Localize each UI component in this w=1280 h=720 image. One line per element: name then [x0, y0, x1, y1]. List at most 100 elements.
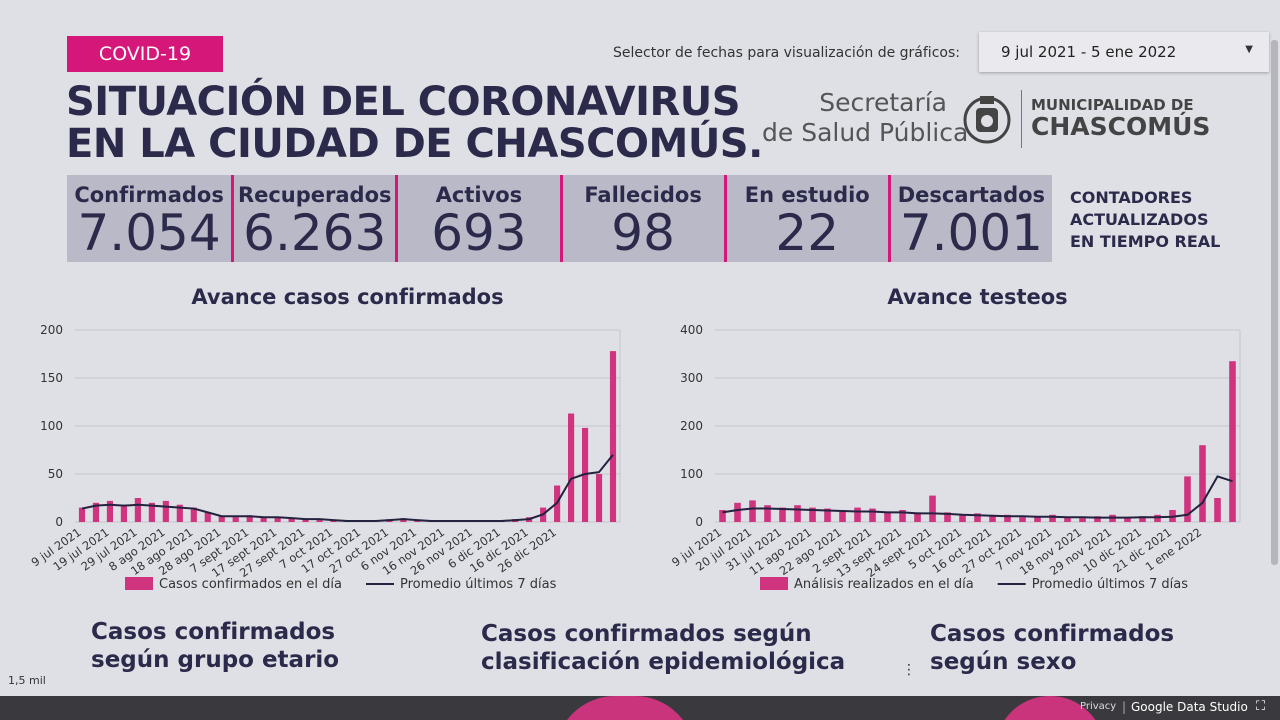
- bar: [974, 513, 981, 522]
- chart-title: Avance testeos: [887, 285, 1067, 309]
- bar: [809, 507, 816, 522]
- counter-value: 98: [611, 204, 675, 262]
- bar: [1019, 517, 1026, 522]
- chart-title: Avance casos confirmados: [191, 285, 503, 309]
- counter: Activos 693: [395, 175, 559, 262]
- counter: Recuperados 6.263: [231, 175, 395, 262]
- bar: [568, 413, 575, 522]
- bar: [734, 502, 741, 522]
- bar: [134, 498, 141, 522]
- bar: [779, 507, 786, 522]
- bar: [190, 507, 197, 522]
- counters: Confirmados 7.054 Recuperados 6.263 Activos 6…: [67, 175, 1052, 262]
- y-tick-label: 400: [680, 323, 703, 337]
- section-line: Casos confirmados según: [481, 621, 812, 647]
- title-line: EN LA CIUDAD DE CHASCOMÚS.: [66, 121, 763, 167]
- logo-muni: MUNICIPALIDAD DE: [1031, 96, 1194, 114]
- bar: [1199, 445, 1206, 522]
- note-line: ACTUALIZADOS: [1070, 210, 1209, 229]
- bar: [914, 512, 921, 522]
- section-line: clasificación epidemiológica: [481, 649, 846, 675]
- logo-divider: [1021, 90, 1022, 148]
- counter-value: 6.263: [243, 204, 387, 262]
- bar: [176, 504, 183, 522]
- bar: [884, 511, 891, 522]
- bar: [106, 500, 114, 522]
- note-line: CONTADORES: [1070, 188, 1193, 207]
- pie-peek: [555, 696, 695, 720]
- section-line: Casos confirmados: [91, 619, 336, 645]
- counter: En estudio 22: [723, 175, 888, 262]
- counter-label: Recuperados: [237, 183, 392, 207]
- counter-label: Confirmados: [74, 183, 224, 207]
- bar: [609, 351, 617, 522]
- bar: [989, 516, 996, 522]
- bar: [1034, 516, 1041, 522]
- legend-label: Promedio últimos 7 días: [1032, 577, 1189, 592]
- section-line: Casos confirmados: [930, 621, 1175, 647]
- dropdown-arrow: ▼: [1245, 44, 1253, 55]
- bar: [120, 504, 127, 522]
- bar: [899, 510, 906, 522]
- counter-value: 7.054: [77, 204, 221, 262]
- y-tick-label: 100: [680, 467, 703, 481]
- bar: [1064, 517, 1071, 522]
- bar: [869, 508, 876, 522]
- footer-bar: Privacy | Google Data Studio ⛶: [0, 696, 1280, 720]
- bar: [1094, 516, 1101, 522]
- counter: Confirmados 7.054: [67, 175, 231, 262]
- counter-value: 693: [431, 204, 527, 262]
- brand: Google Data Studio: [1131, 700, 1248, 714]
- section-title: Casos confirmados según grupo etario: [91, 618, 339, 674]
- privacy-link[interactable]: Privacy: [1080, 701, 1117, 712]
- counter: Descartados 7.001: [887, 175, 1052, 262]
- bar: [302, 519, 309, 522]
- bar: [719, 510, 726, 522]
- bar: [162, 500, 169, 522]
- bar: [1079, 518, 1086, 522]
- logo-emblem: [963, 96, 1011, 144]
- more-menu[interactable]: ⋮: [902, 662, 916, 678]
- counter-label: En estudio: [744, 183, 870, 207]
- bar: [1184, 476, 1191, 522]
- bar: [595, 474, 603, 522]
- bar: [854, 507, 861, 522]
- bar: [944, 512, 951, 522]
- selector-value: 9 jul 2021 - 5 ene 2022: [1001, 43, 1177, 61]
- legend-label: Promedio últimos 7 días: [400, 577, 557, 592]
- legend-label: Casos confirmados en el día: [159, 577, 342, 592]
- logo-line: de Salud Pública: [762, 118, 969, 147]
- counter-value: 7.001: [899, 204, 1043, 262]
- y-tick-label: 0: [55, 515, 63, 529]
- legend-swatch: [760, 577, 788, 590]
- bar: [218, 516, 225, 522]
- bar: [316, 520, 323, 522]
- bar: [1229, 361, 1236, 522]
- y-tick-label: 100: [40, 419, 63, 433]
- axis-note: 1,5 mil: [8, 674, 46, 687]
- section-line: según sexo: [930, 649, 1077, 675]
- bar: [78, 507, 86, 522]
- y-tick-label: 150: [40, 371, 63, 385]
- tag: COVID-19: [67, 36, 223, 72]
- counter-label: Activos: [435, 183, 523, 207]
- bar: [232, 517, 239, 522]
- counters-note: CONTADORES ACTUALIZADOS EN TIEMPO REAL: [1070, 187, 1220, 253]
- y-tick-label: 200: [40, 323, 63, 337]
- bar: [1214, 498, 1221, 522]
- bar: [246, 515, 253, 522]
- logo-text: Secretaría de Salud Pública: [762, 88, 968, 148]
- bar: [148, 502, 155, 522]
- y-tick-label: 50: [48, 467, 63, 481]
- note-line: EN TIEMPO REAL: [1070, 232, 1221, 251]
- scrollbar[interactable]: [1271, 40, 1278, 565]
- counter-label: Descartados: [897, 183, 1046, 207]
- legend-swatch: [125, 577, 153, 590]
- fullscreen-button[interactable]: ⛶: [1256, 699, 1266, 714]
- line: [722, 475, 1233, 519]
- line: [81, 454, 614, 523]
- date-selector[interactable]: 9 jul 2021 - 5 ene 2022 ▼: [979, 32, 1269, 72]
